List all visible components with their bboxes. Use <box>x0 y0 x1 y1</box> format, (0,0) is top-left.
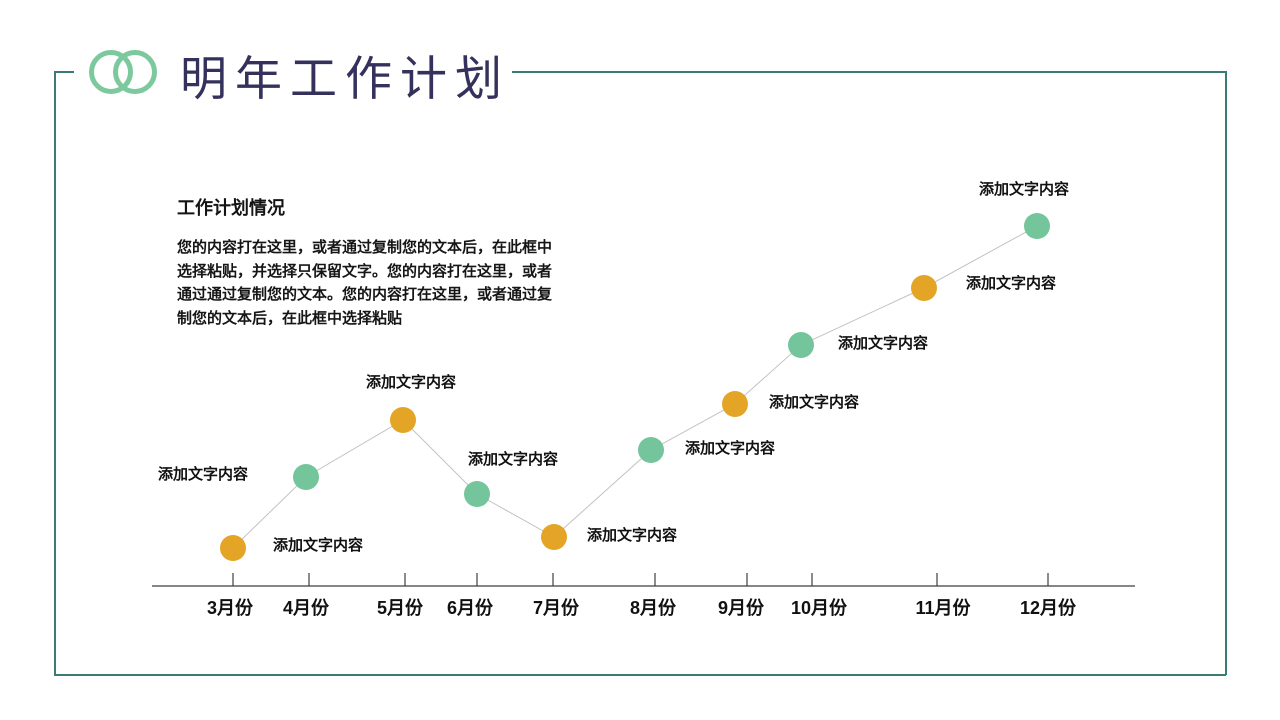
data-point-10月份 <box>788 332 814 358</box>
point-label: 添加文字内容 <box>468 450 558 468</box>
x-axis-label: 9月份 <box>718 597 765 618</box>
point-label: 添加文字内容 <box>366 373 456 391</box>
title-rule-right <box>512 71 1226 73</box>
x-axis-label: 6月份 <box>447 597 494 618</box>
x-axis-label: 4月份 <box>283 597 330 618</box>
point-label: 添加文字内容 <box>769 393 859 411</box>
slide-border-bottom <box>54 674 1226 676</box>
text-block-body: 您的内容打在这里，或者通过复制您的文本后，在此框中选择粘贴，并选择只保留文字。您… <box>177 239 553 327</box>
data-point-12月份 <box>1024 213 1050 239</box>
title-rule-left-stub <box>54 71 74 73</box>
slide-border-right <box>1225 71 1227 675</box>
data-point-6月份 <box>464 481 490 507</box>
data-point-11月份 <box>911 275 937 301</box>
point-label: 添加文字内容 <box>838 334 928 352</box>
data-point-7月份 <box>541 524 567 550</box>
x-axis-label: 11月份 <box>915 597 971 618</box>
point-label: 添加文字内容 <box>979 180 1069 198</box>
point-label: 添加文字内容 <box>587 526 677 544</box>
text-block-heading: 工作计划情况 <box>177 198 285 218</box>
text-block: 工作计划情况 您的内容打在这里，或者通过复制您的文本后，在此框中选择粘贴，并选择… <box>177 194 559 330</box>
x-axis-label: 12月份 <box>1020 597 1077 618</box>
x-axis-label: 10月份 <box>791 597 848 618</box>
series-line <box>232 225 1038 549</box>
logo-rings-icon <box>89 50 157 94</box>
data-point-4月份 <box>293 464 319 490</box>
x-axis-label: 8月份 <box>630 597 677 618</box>
data-point-9月份 <box>722 391 748 417</box>
data-point-8月份 <box>638 437 664 463</box>
slide-border-left <box>54 71 56 675</box>
x-axis-label: 7月份 <box>533 597 580 618</box>
point-label: 添加文字内容 <box>966 274 1056 292</box>
x-axis-label: 3月份 <box>207 597 254 618</box>
x-axis-label: 5月份 <box>377 597 424 618</box>
slide-title: 明年工作计划 <box>180 52 510 105</box>
point-label: 添加文字内容 <box>685 439 775 457</box>
data-point-5月份 <box>390 407 416 433</box>
point-label: 添加文字内容 <box>273 536 363 554</box>
data-point-3月份 <box>220 535 246 561</box>
point-label: 添加文字内容 <box>158 465 248 483</box>
